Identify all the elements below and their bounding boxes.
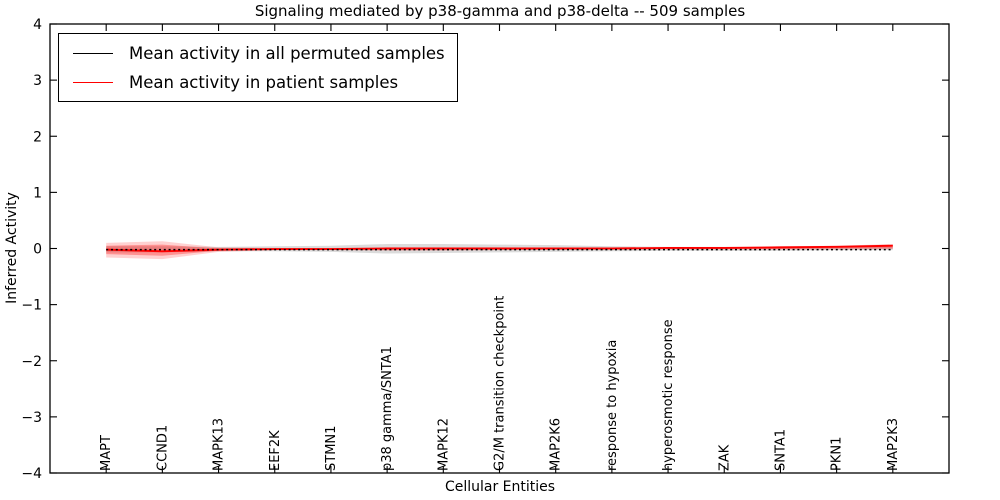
y-tick-label: 0 xyxy=(33,242,42,258)
y-tick-label: −1 xyxy=(21,298,42,314)
x-tick-label: EEF2K xyxy=(268,430,283,471)
legend-item-patient: Mean activity in patient samples xyxy=(73,69,445,95)
permuted-line-swatch xyxy=(73,52,113,54)
legend-label-permuted: Mean activity in all permuted samples xyxy=(129,43,445,63)
x-tick-label: SNTA1 xyxy=(773,429,788,471)
x-tick-label: G2/M transition checkpoint xyxy=(493,296,508,471)
x-tick-label: response to hypoxia xyxy=(605,340,620,471)
patient-line-swatch xyxy=(73,81,113,83)
legend-item-permuted: Mean activity in all permuted samples xyxy=(73,40,445,66)
x-tick-label: STMN1 xyxy=(324,426,339,471)
x-tick-label: MAPK12 xyxy=(436,418,451,471)
y-tick-label: 2 xyxy=(33,129,42,145)
y-tick-label: 4 xyxy=(33,17,42,33)
y-tick-label: −3 xyxy=(21,410,42,426)
y-tick-label: −4 xyxy=(21,466,42,482)
x-tick-label: ZAK xyxy=(717,444,732,471)
x-tick-label: MAPK13 xyxy=(212,418,227,471)
y-tick-label: −2 xyxy=(21,354,42,370)
legend-label-patient: Mean activity in patient samples xyxy=(129,72,399,92)
chart-title: Signaling mediated by p38-gamma and p38-… xyxy=(254,2,746,20)
y-tick-label: 3 xyxy=(33,73,42,89)
x-axis-label: Cellular Entities xyxy=(444,479,556,495)
patient-std-band-outer xyxy=(106,241,893,260)
x-tick-label: p38 gamma/SNTA1 xyxy=(380,346,395,471)
x-tick-label: MAP2K6 xyxy=(549,418,564,471)
y-tick-label: 1 xyxy=(33,185,42,201)
x-tick-label: MAPT xyxy=(99,435,114,471)
x-tick-label: hyperosmotic response xyxy=(661,319,676,471)
x-tick-label: MAP2K3 xyxy=(886,418,901,471)
x-tick-label: CCND1 xyxy=(155,425,170,471)
legend: Mean activity in all permuted samples Me… xyxy=(58,33,458,102)
x-tick-label: PKN1 xyxy=(830,437,845,471)
